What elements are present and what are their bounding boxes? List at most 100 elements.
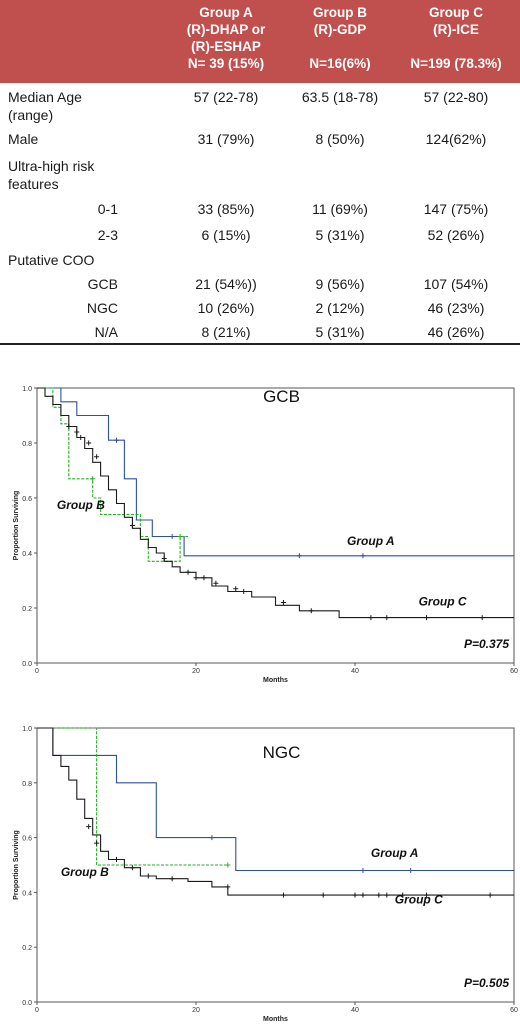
header-group-a-line1: Group A xyxy=(199,5,253,20)
series-line-group-b xyxy=(37,727,228,866)
censor-mark-group-c xyxy=(94,840,100,846)
y-tick-label: 1.0 xyxy=(22,386,32,393)
censor-mark-group-c xyxy=(400,892,406,898)
censor-mark-group-c xyxy=(86,440,92,446)
censor-mark-group-b xyxy=(177,534,183,539)
censor-mark-group-c xyxy=(479,615,485,621)
table-cell: 2 (12%) xyxy=(315,300,365,316)
x-tick-label: 0 xyxy=(35,1007,39,1014)
censor-mark-group-c xyxy=(352,892,358,898)
y-tick-label: 0.0 xyxy=(22,1000,32,1007)
header-group-c-n: N=199 (78.3%) xyxy=(410,56,502,71)
header-group-a-line3: (R)-ESHAP xyxy=(191,39,261,54)
censor-mark-group-c xyxy=(213,580,219,586)
x-axis-label: Months xyxy=(263,677,288,684)
table-cell: 11 (69%) xyxy=(312,201,368,217)
table-cell: 10 (26%) xyxy=(197,300,255,316)
header-group-a-n: N= 39 (15%) xyxy=(187,56,265,71)
censor-mark-group-c xyxy=(169,876,175,882)
x-tick-label: 60 xyxy=(510,668,518,675)
series-line-group-b xyxy=(37,387,188,562)
censor-mark-group-c xyxy=(424,892,430,898)
censor-mark-group-b xyxy=(90,476,96,482)
table-cell: 9 (56%) xyxy=(315,276,365,292)
table-cell: 46 (26%) xyxy=(427,324,485,340)
header-group-c-line2: (R)-ICE xyxy=(433,22,479,37)
censor-mark-group-c xyxy=(376,892,382,898)
row-label: Median Age xyxy=(8,89,82,105)
x-axis-label: Months xyxy=(263,1016,288,1023)
y-tick-label: 0.4 xyxy=(22,551,32,558)
censor-mark-group-c xyxy=(78,435,84,440)
series-line-group-c xyxy=(37,727,514,896)
censor-mark-group-c xyxy=(129,865,135,871)
row-sublabel: 2-3 xyxy=(97,227,118,243)
censor-mark-group-c xyxy=(280,892,286,898)
header-group-b-n: N=16(6%) xyxy=(309,56,371,71)
table-cell: 57 (22-78) xyxy=(193,89,259,105)
header-group-b: Group B (R)-GDP N=16(6%) xyxy=(280,4,400,72)
table-cell: 124(62%) xyxy=(425,131,487,147)
y-tick-label: 0.6 xyxy=(22,836,32,843)
x-tick-label: 20 xyxy=(192,1007,200,1014)
table-cell: 46 (23%) xyxy=(427,300,485,316)
censor-mark-group-c xyxy=(74,429,80,435)
header-group-c: Group C (R)-ICE N=199 (78.3%) xyxy=(396,4,516,72)
x-tick-label: 0 xyxy=(35,668,39,675)
table-cell: 33 (85%) xyxy=(197,201,255,217)
series-label-group-a: Group A xyxy=(347,534,395,548)
censor-mark-group-a xyxy=(360,867,366,873)
p-value-label: P=0.505 xyxy=(464,976,509,990)
censor-mark-group-a xyxy=(209,835,215,841)
censor-mark-group-c xyxy=(185,569,191,575)
censor-mark-group-c xyxy=(94,454,100,460)
censor-mark-group-c xyxy=(193,575,199,581)
censor-mark-group-c xyxy=(384,892,390,898)
censor-mark-group-c xyxy=(86,824,92,830)
table-cell: 6 (15%) xyxy=(201,227,251,243)
y-axis-label: Proportion Surviving xyxy=(13,830,20,900)
header-group-a-line2: (R)-DHAP or xyxy=(186,22,266,37)
y-tick-label: 0.2 xyxy=(22,606,32,613)
row-label: Ultra-high risk xyxy=(8,158,95,174)
y-tick-label: 0.4 xyxy=(22,890,32,897)
series-line-group-c xyxy=(37,387,514,619)
censor-mark-group-a xyxy=(360,553,366,559)
y-axis-label: Proportion Surviving xyxy=(13,491,20,561)
row-label: Putative COO xyxy=(8,252,95,268)
censor-mark-group-c xyxy=(368,615,374,621)
row-label: Male xyxy=(8,131,39,147)
series-label-group-b: Group B xyxy=(57,498,105,512)
table-cell: 57 (22-80) xyxy=(423,89,489,105)
series-label-group-a: Group A xyxy=(371,846,419,860)
censor-mark-group-c xyxy=(280,600,286,605)
row-label: features xyxy=(8,176,59,192)
table-cell: 5 (31%) xyxy=(315,227,365,243)
table-cell: 63.5 (18-78) xyxy=(301,89,379,105)
censor-mark-group-c xyxy=(225,884,231,890)
header-group-b-line2: (R)-GDP xyxy=(313,22,367,37)
row-sublabel: N/A xyxy=(94,324,118,340)
censor-mark-group-c xyxy=(384,615,390,621)
censor-mark-group-c xyxy=(161,556,167,561)
table-cell: 5 (31%) xyxy=(315,324,365,340)
chart-title: GCB xyxy=(263,387,300,406)
header-group-b-line1: Group B xyxy=(313,5,367,20)
censor-mark-group-c xyxy=(201,575,207,581)
ngc-survival-chart: 0.0 0.2 0.4 0.6 0.8 1.0 0 20 40 60 Months Proportio… xyxy=(13,726,518,1023)
header-group-c-line1: Group C xyxy=(429,5,483,20)
row-sublabel: NGC xyxy=(86,300,118,316)
baseline-characteristics-table: Group A (R)-DHAP or (R)-ESHAP N= 39 (15%… xyxy=(0,0,520,346)
censor-mark-group-c xyxy=(66,424,72,429)
table-cell: 8 (50%) xyxy=(315,131,365,147)
censor-mark-group-c xyxy=(129,523,135,528)
censor-mark-group-c xyxy=(487,892,493,898)
series-line-group-a xyxy=(37,387,514,557)
censor-mark-group-c xyxy=(424,615,430,621)
censor-mark-group-c xyxy=(320,892,326,898)
censor-mark-group-a xyxy=(408,867,414,873)
censor-mark-group-c xyxy=(241,589,247,594)
censor-mark-group-c xyxy=(308,608,314,614)
p-value-label: P=0.375 xyxy=(464,637,509,651)
censor-mark-group-a xyxy=(296,553,302,559)
